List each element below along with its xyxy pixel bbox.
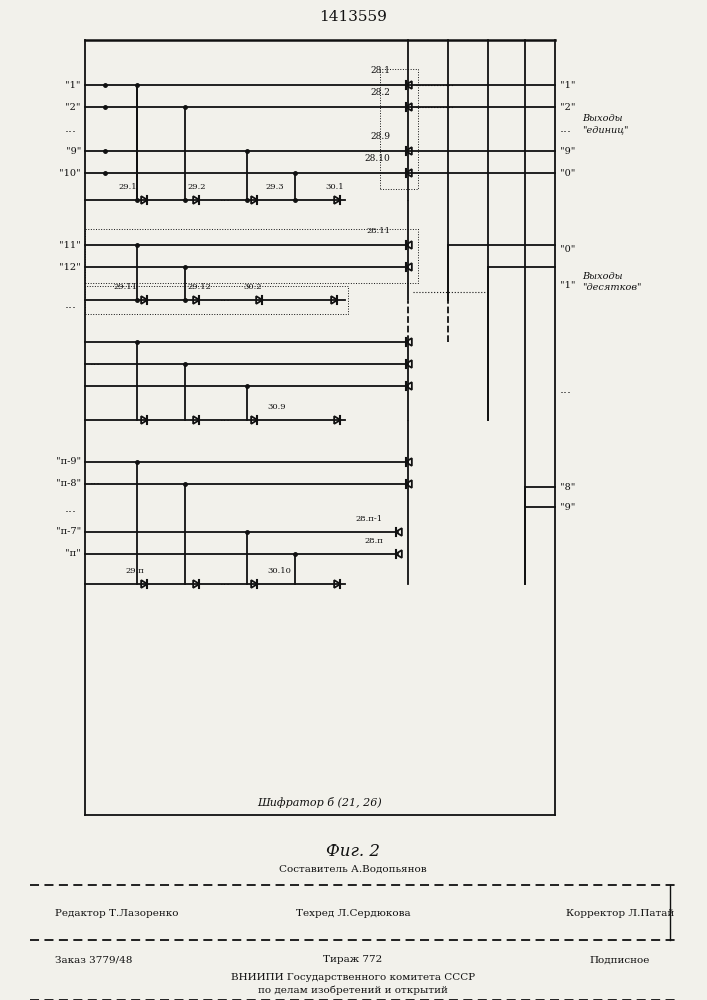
Text: 28.1: 28.1	[370, 66, 390, 75]
Text: Редактор Т.Лазоренко: Редактор Т.Лазоренко	[55, 908, 178, 918]
Text: 30.9: 30.9	[267, 403, 286, 411]
Text: "10": "10"	[59, 168, 81, 178]
Text: 28.п: 28.п	[364, 537, 383, 545]
Text: "1": "1"	[560, 280, 575, 290]
Text: ...: ...	[220, 577, 231, 587]
Text: 28.9: 28.9	[370, 132, 390, 141]
Text: ...: ...	[560, 122, 572, 135]
Text: "п-8": "п-8"	[56, 480, 81, 488]
Text: "9": "9"	[66, 146, 81, 155]
Text: ...: ...	[65, 502, 77, 514]
Text: 28.2: 28.2	[370, 88, 390, 97]
Text: "9": "9"	[560, 502, 575, 512]
Text: 28.10: 28.10	[364, 154, 390, 163]
Text: "12": "12"	[59, 262, 81, 271]
Text: "1": "1"	[560, 81, 575, 90]
Text: Фиг. 2: Фиг. 2	[326, 843, 380, 860]
Text: Составитель А.Водопьянов: Составитель А.Водопьянов	[279, 864, 427, 874]
Text: ...: ...	[65, 298, 77, 311]
Text: 30.2: 30.2	[243, 283, 262, 291]
Text: "п-9": "п-9"	[56, 458, 81, 466]
Text: "2": "2"	[66, 103, 81, 111]
Text: Тираж 772: Тираж 772	[323, 956, 382, 964]
Text: 29.11: 29.11	[113, 283, 137, 291]
Text: ВНИИПИ Государственного комитета СССР: ВНИИПИ Государственного комитета СССР	[231, 972, 475, 982]
Text: 30.1: 30.1	[325, 183, 344, 191]
Text: Корректор Л.Патай: Корректор Л.Патай	[566, 908, 674, 918]
Text: ...: ...	[90, 357, 100, 367]
Text: "9": "9"	[560, 146, 575, 155]
Text: "11": "11"	[59, 240, 81, 249]
Text: ...: ...	[90, 476, 100, 486]
Text: ...: ...	[220, 413, 231, 423]
Text: Техред Л.Сердюкова: Техред Л.Сердюкова	[296, 908, 410, 918]
Text: "0": "0"	[560, 245, 575, 254]
Text: ...: ...	[220, 193, 231, 203]
Text: Заказ 3779/48: Заказ 3779/48	[55, 956, 132, 964]
Text: 29.3: 29.3	[265, 183, 284, 191]
Text: по делам изобретений и открытий: по делам изобретений и открытий	[258, 985, 448, 995]
Text: 28.11: 28.11	[366, 227, 390, 235]
Text: "2": "2"	[560, 103, 575, 111]
Text: ...: ...	[220, 293, 231, 303]
Text: "0": "0"	[560, 168, 575, 178]
Text: "п-7": "п-7"	[56, 528, 81, 536]
Text: "8": "8"	[560, 483, 575, 491]
Text: "п": "п"	[65, 550, 81, 558]
Text: 30.10: 30.10	[267, 567, 291, 575]
Text: 29.п: 29.п	[125, 567, 144, 575]
Text: Выходы
"десятков": Выходы "десятков"	[582, 272, 641, 292]
Text: Шифратор б (21, 26): Шифратор б (21, 26)	[257, 798, 382, 808]
Text: 28.п-1: 28.п-1	[356, 515, 383, 523]
Text: 1413559: 1413559	[319, 10, 387, 24]
Text: ...: ...	[560, 383, 572, 396]
Text: 29.1: 29.1	[118, 183, 137, 191]
Text: Подписное: Подписное	[590, 956, 650, 964]
Text: Выходы
"единиц": Выходы "единиц"	[582, 114, 629, 134]
Text: ...: ...	[65, 122, 77, 135]
Text: 29.2: 29.2	[187, 183, 206, 191]
Text: "1": "1"	[66, 81, 81, 90]
Text: 29.12: 29.12	[187, 283, 211, 291]
